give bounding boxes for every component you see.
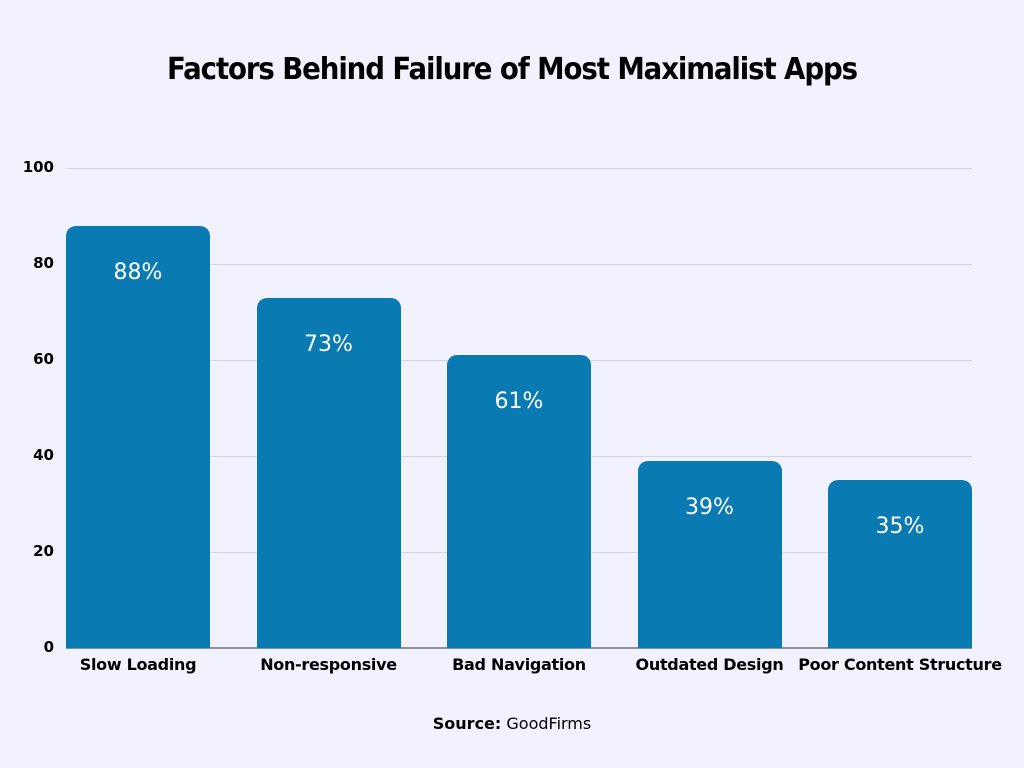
bar-value-label: 73% — [304, 331, 353, 357]
chart-title: Factors Behind Failure of Most Maximalis… — [167, 52, 858, 87]
plot-area: 0 20 40 60 80 100 88% 73% 61% 39% 35% — [23, 158, 972, 656]
y-tick-label: 100 — [22, 158, 54, 176]
y-tick-label: 0 — [43, 638, 54, 656]
bar-value-label: 88% — [113, 259, 163, 285]
bar-poor-content-structure: 35% — [828, 480, 972, 648]
bar-slow-loading: 88% — [66, 225, 210, 648]
x-tick-label: Non-responsive — [260, 655, 397, 674]
x-tick-label: Poor Content Structure — [798, 655, 1002, 674]
x-tick-label: Outdated Design — [635, 655, 784, 674]
x-tick-label: Bad Navigation — [452, 655, 586, 674]
bar-value-label: 61% — [494, 389, 544, 415]
bar-outdated-design: 39% — [637, 460, 782, 648]
bar-value-label: 35% — [875, 514, 925, 539]
gridline — [66, 168, 972, 169]
source-note: Source: GoodFirms — [0, 714, 1024, 733]
y-tick-label: 20 — [33, 542, 54, 560]
bar-bad-navigation: 61% — [447, 355, 591, 648]
bar-non-responsive: 73% — [256, 297, 401, 648]
y-tick-label: 60 — [33, 350, 54, 368]
y-tick-label: 80 — [33, 254, 54, 272]
source-label: Source: — [432, 714, 502, 733]
gridline — [66, 264, 972, 265]
x-axis-line — [66, 647, 972, 649]
x-tick-label: Slow Loading — [79, 655, 197, 674]
y-tick-label: 40 — [33, 446, 54, 464]
source-value: GoodFirms — [506, 714, 592, 733]
bar-value-label: 39% — [685, 494, 734, 520]
